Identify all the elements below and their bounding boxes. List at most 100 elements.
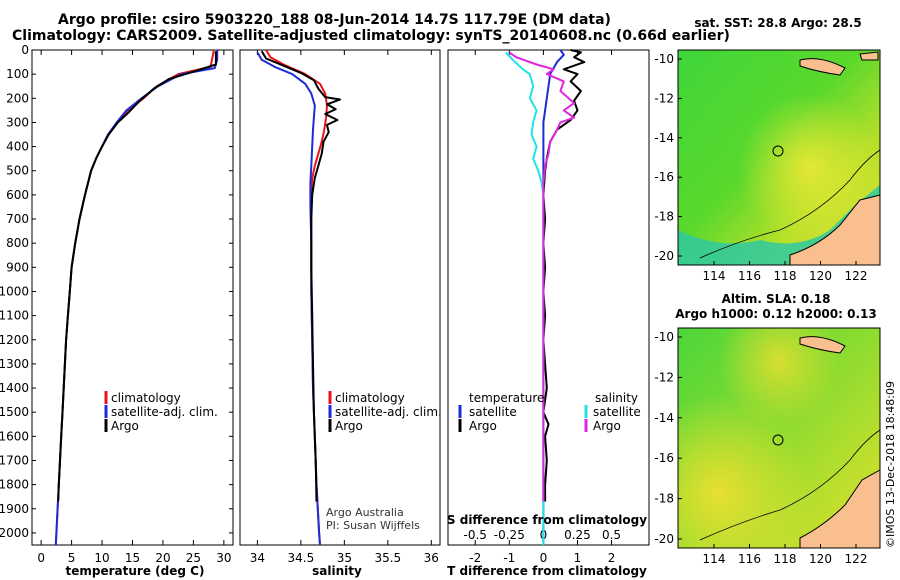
sla-map: -10 -12 -14 -16 -18 -20 114 116 118 120 122 [654, 327, 881, 566]
sst-map-title: sat. SST: 28.8 Argo: 28.5 [694, 16, 861, 30]
x-tick-label: 25 [186, 551, 201, 565]
title-line-1: Argo profile: csiro 5903220_188 08-Jun-2… [58, 12, 611, 28]
x-tick-label: 20 [155, 551, 170, 565]
salinity-panel: 34 34.5 35 35.5 36 climatology satellite-adj… [239, 49, 442, 578]
series-line-argo [260, 50, 341, 502]
legend-heading-salinity: salinity [595, 391, 638, 405]
x-tick-label: 35 [337, 551, 352, 565]
attribution-line-1: Argo Australia [326, 506, 404, 519]
x-tick-label: 1 [574, 551, 582, 565]
depth-tick-label: 900 [6, 260, 29, 274]
lat-tick-label: -16 [654, 451, 674, 465]
x-tick-label: 2 [608, 551, 616, 565]
salinity-x-axis: 34 34.5 35 35.5 36 [250, 50, 439, 565]
sla-map-axes: -10 -12 -14 -16 -18 -20 114 116 118 120 122 [654, 330, 867, 566]
s-difference-x-axis: -0.5 -0.25 0 0.25 0.5 [464, 528, 622, 542]
lat-tick-label: -10 [654, 330, 674, 344]
difference-legend-temperature: temperature satellite Argo [458, 391, 544, 433]
sla-map-title-2: Argo h1000: 0.12 h2000: 0.13 [675, 307, 876, 321]
island-landmass [799, 336, 846, 354]
sla-map-frame [677, 327, 881, 549]
temperature-x-axis: 0 5 10 15 20 25 30 [37, 50, 232, 565]
lat-tick-label: -14 [654, 411, 674, 425]
legend-label-sal-satellite: satellite [593, 405, 641, 419]
legend-label-argo: Argo [335, 419, 363, 433]
legend-label-temp-satellite: satellite [469, 405, 517, 419]
bathymetry-contour [699, 149, 881, 259]
x-tick-label: 5 [68, 551, 76, 565]
depth-tick-label: 1500 [0, 405, 29, 419]
x-tick-label: -1 [503, 551, 515, 565]
temperature-axis-label: temperature (deg C) [66, 564, 205, 578]
t-difference-axis-label: T difference from climatology [447, 564, 647, 578]
top-tick-label: -0.5 [464, 528, 487, 542]
depth-tick-label: 1400 [0, 381, 29, 395]
lon-tick-label: 114 [703, 552, 726, 566]
legend-label-argo: Argo [111, 419, 139, 433]
sst-map-axes: -10 -12 -14 -16 -18 -20 114 116 118 120 122 [654, 52, 867, 283]
depth-tick-label: 1600 [0, 429, 29, 443]
imos-credit: ©IMOS 13-Dec-2018 18:48:09 [884, 381, 897, 548]
top-tick-label: 0.5 [602, 528, 621, 542]
depth-tick-label: 1700 [0, 453, 29, 467]
temperature-legend: climatology satellite-adj. clim. Argo [104, 391, 218, 433]
x-tick-label: 34.5 [288, 551, 315, 565]
depth-tick-label: 200 [6, 91, 29, 105]
lat-tick-label: -20 [654, 532, 674, 546]
difference-legend-salinity: salinity satellite Argo [584, 391, 641, 433]
difference-plot-frame [447, 49, 650, 546]
salinity-lines [256, 49, 341, 546]
sst-map-frame [677, 49, 881, 266]
lat-tick-label: -10 [654, 52, 674, 66]
x-tick-label: 30 [216, 551, 231, 565]
depth-tick-label: 100 [6, 67, 29, 81]
x-tick-label: 0 [540, 551, 548, 565]
lat-tick-label: -12 [654, 91, 674, 105]
lon-tick-label: 118 [774, 552, 797, 566]
lat-tick-label: -20 [654, 249, 674, 263]
lon-tick-label: 122 [845, 269, 868, 283]
top-tick-label: 0.25 [564, 528, 591, 542]
depth-tick-label: 0 [21, 43, 29, 57]
legend-label-climatology: climatology [111, 391, 181, 405]
series-line-argo [57, 51, 217, 502]
legend-label-satellite: satellite-adj. clim. [335, 405, 442, 419]
legend-label-climatology: climatology [335, 391, 405, 405]
lon-tick-label: 120 [809, 269, 832, 283]
x-tick-label: 35.5 [374, 551, 401, 565]
lat-tick-label: -18 [654, 492, 674, 506]
difference-lines [505, 49, 586, 545]
depth-tick-label: 400 [6, 140, 29, 154]
lon-tick-label: 118 [774, 269, 797, 283]
depth-tick-label: 800 [6, 236, 29, 250]
attribution-line-2: PI: Susan Wijffels [326, 519, 420, 532]
bathymetry-contour [699, 429, 881, 541]
temperature-plot-frame [31, 49, 234, 546]
argo-float-marker [772, 145, 784, 157]
lon-tick-label: 122 [845, 552, 868, 566]
argo-float-marker [772, 434, 784, 446]
temperature-panel: 0100200300400500600700800900100011001200… [0, 43, 649, 578]
depth-tick-label: 1000 [0, 284, 29, 298]
lon-tick-label: 116 [738, 552, 761, 566]
lon-tick-label: 114 [703, 269, 726, 283]
x-tick-label: 34 [250, 551, 265, 565]
depth-tick-label: 1800 [0, 478, 29, 492]
sla-map-title-1: Altim. SLA: 0.18 [722, 292, 831, 306]
legend-heading-temperature: temperature [469, 391, 544, 405]
depth-tick-label: 1900 [0, 502, 29, 516]
lon-tick-label: 120 [809, 552, 832, 566]
legend-label-satellite: satellite-adj. clim. [111, 405, 218, 419]
sst-map: -10 -12 -14 -16 -18 -20 114 116 118 120 122 [654, 49, 881, 283]
island-landmass-east [859, 51, 879, 61]
temperature-lines [54, 50, 219, 546]
salinity-plot-frame [239, 49, 441, 546]
depth-tick-label: 1200 [0, 333, 29, 347]
lat-tick-label: -18 [654, 210, 674, 224]
depth-tick-label: 1300 [0, 357, 29, 371]
x-tick-label: 10 [94, 551, 109, 565]
salinity-legend: climatology satellite-adj. clim. Argo [328, 391, 442, 433]
x-tick-label: 0 [37, 551, 45, 565]
depth-tick-label: 1100 [0, 309, 29, 323]
